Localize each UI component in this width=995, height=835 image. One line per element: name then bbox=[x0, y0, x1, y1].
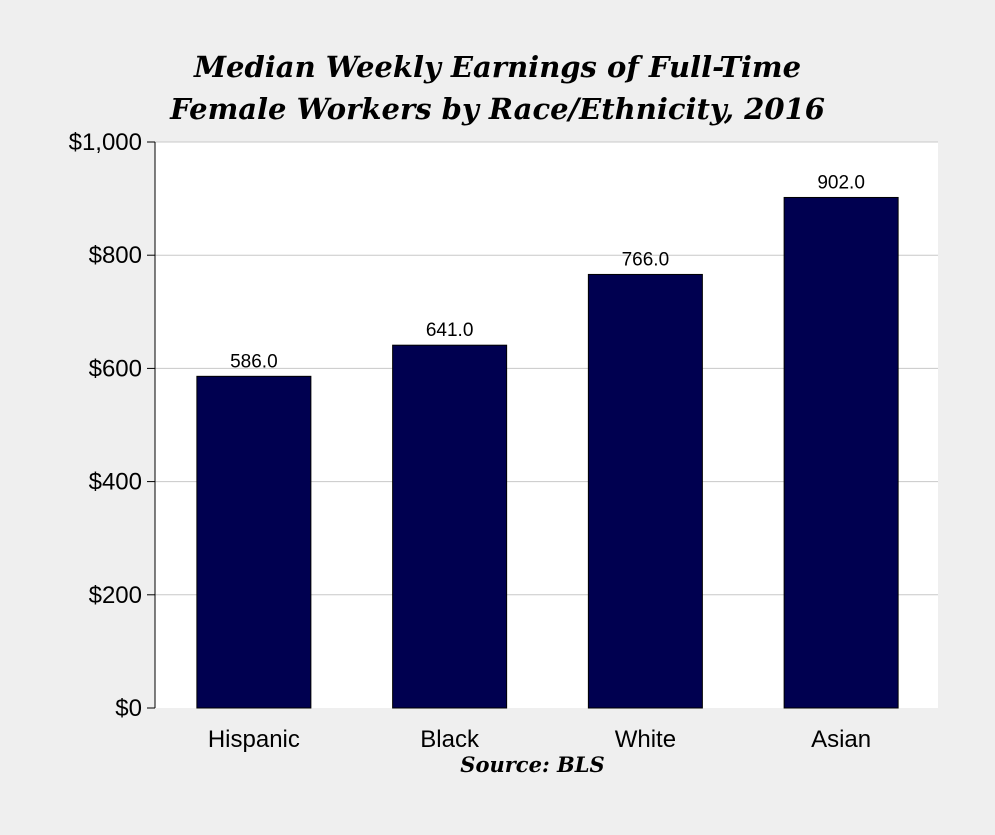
bar-black bbox=[392, 344, 508, 709]
y-tick-label: $400 bbox=[89, 469, 142, 496]
y-tick-label: $600 bbox=[89, 355, 142, 382]
y-tick-label: $200 bbox=[89, 582, 142, 609]
bar-hispanic bbox=[196, 375, 312, 709]
data-label: 641.0 bbox=[426, 320, 474, 341]
x-tick-label: Black bbox=[420, 726, 480, 753]
bar-asian bbox=[783, 196, 899, 709]
data-label: 766.0 bbox=[622, 249, 670, 270]
chart-title-line-2: Female Workers by Race/Ethnicity, 2016 bbox=[170, 92, 825, 126]
x-tick-label: Asian bbox=[811, 726, 871, 753]
data-label: 902.0 bbox=[817, 172, 865, 193]
bar-white bbox=[587, 273, 703, 709]
y-tick-label: $800 bbox=[89, 242, 142, 269]
x-tick-label: Hispanic bbox=[208, 726, 300, 753]
data-label: 586.0 bbox=[230, 351, 278, 372]
x-tick-label: White bbox=[615, 726, 676, 753]
y-tick-label: $1,000 bbox=[69, 129, 142, 156]
y-tick-label: $0 bbox=[115, 695, 142, 722]
source-note: Source: BLS bbox=[460, 752, 605, 777]
chart-title-line-1: Median Weekly Earnings of Full-Time bbox=[193, 50, 802, 84]
